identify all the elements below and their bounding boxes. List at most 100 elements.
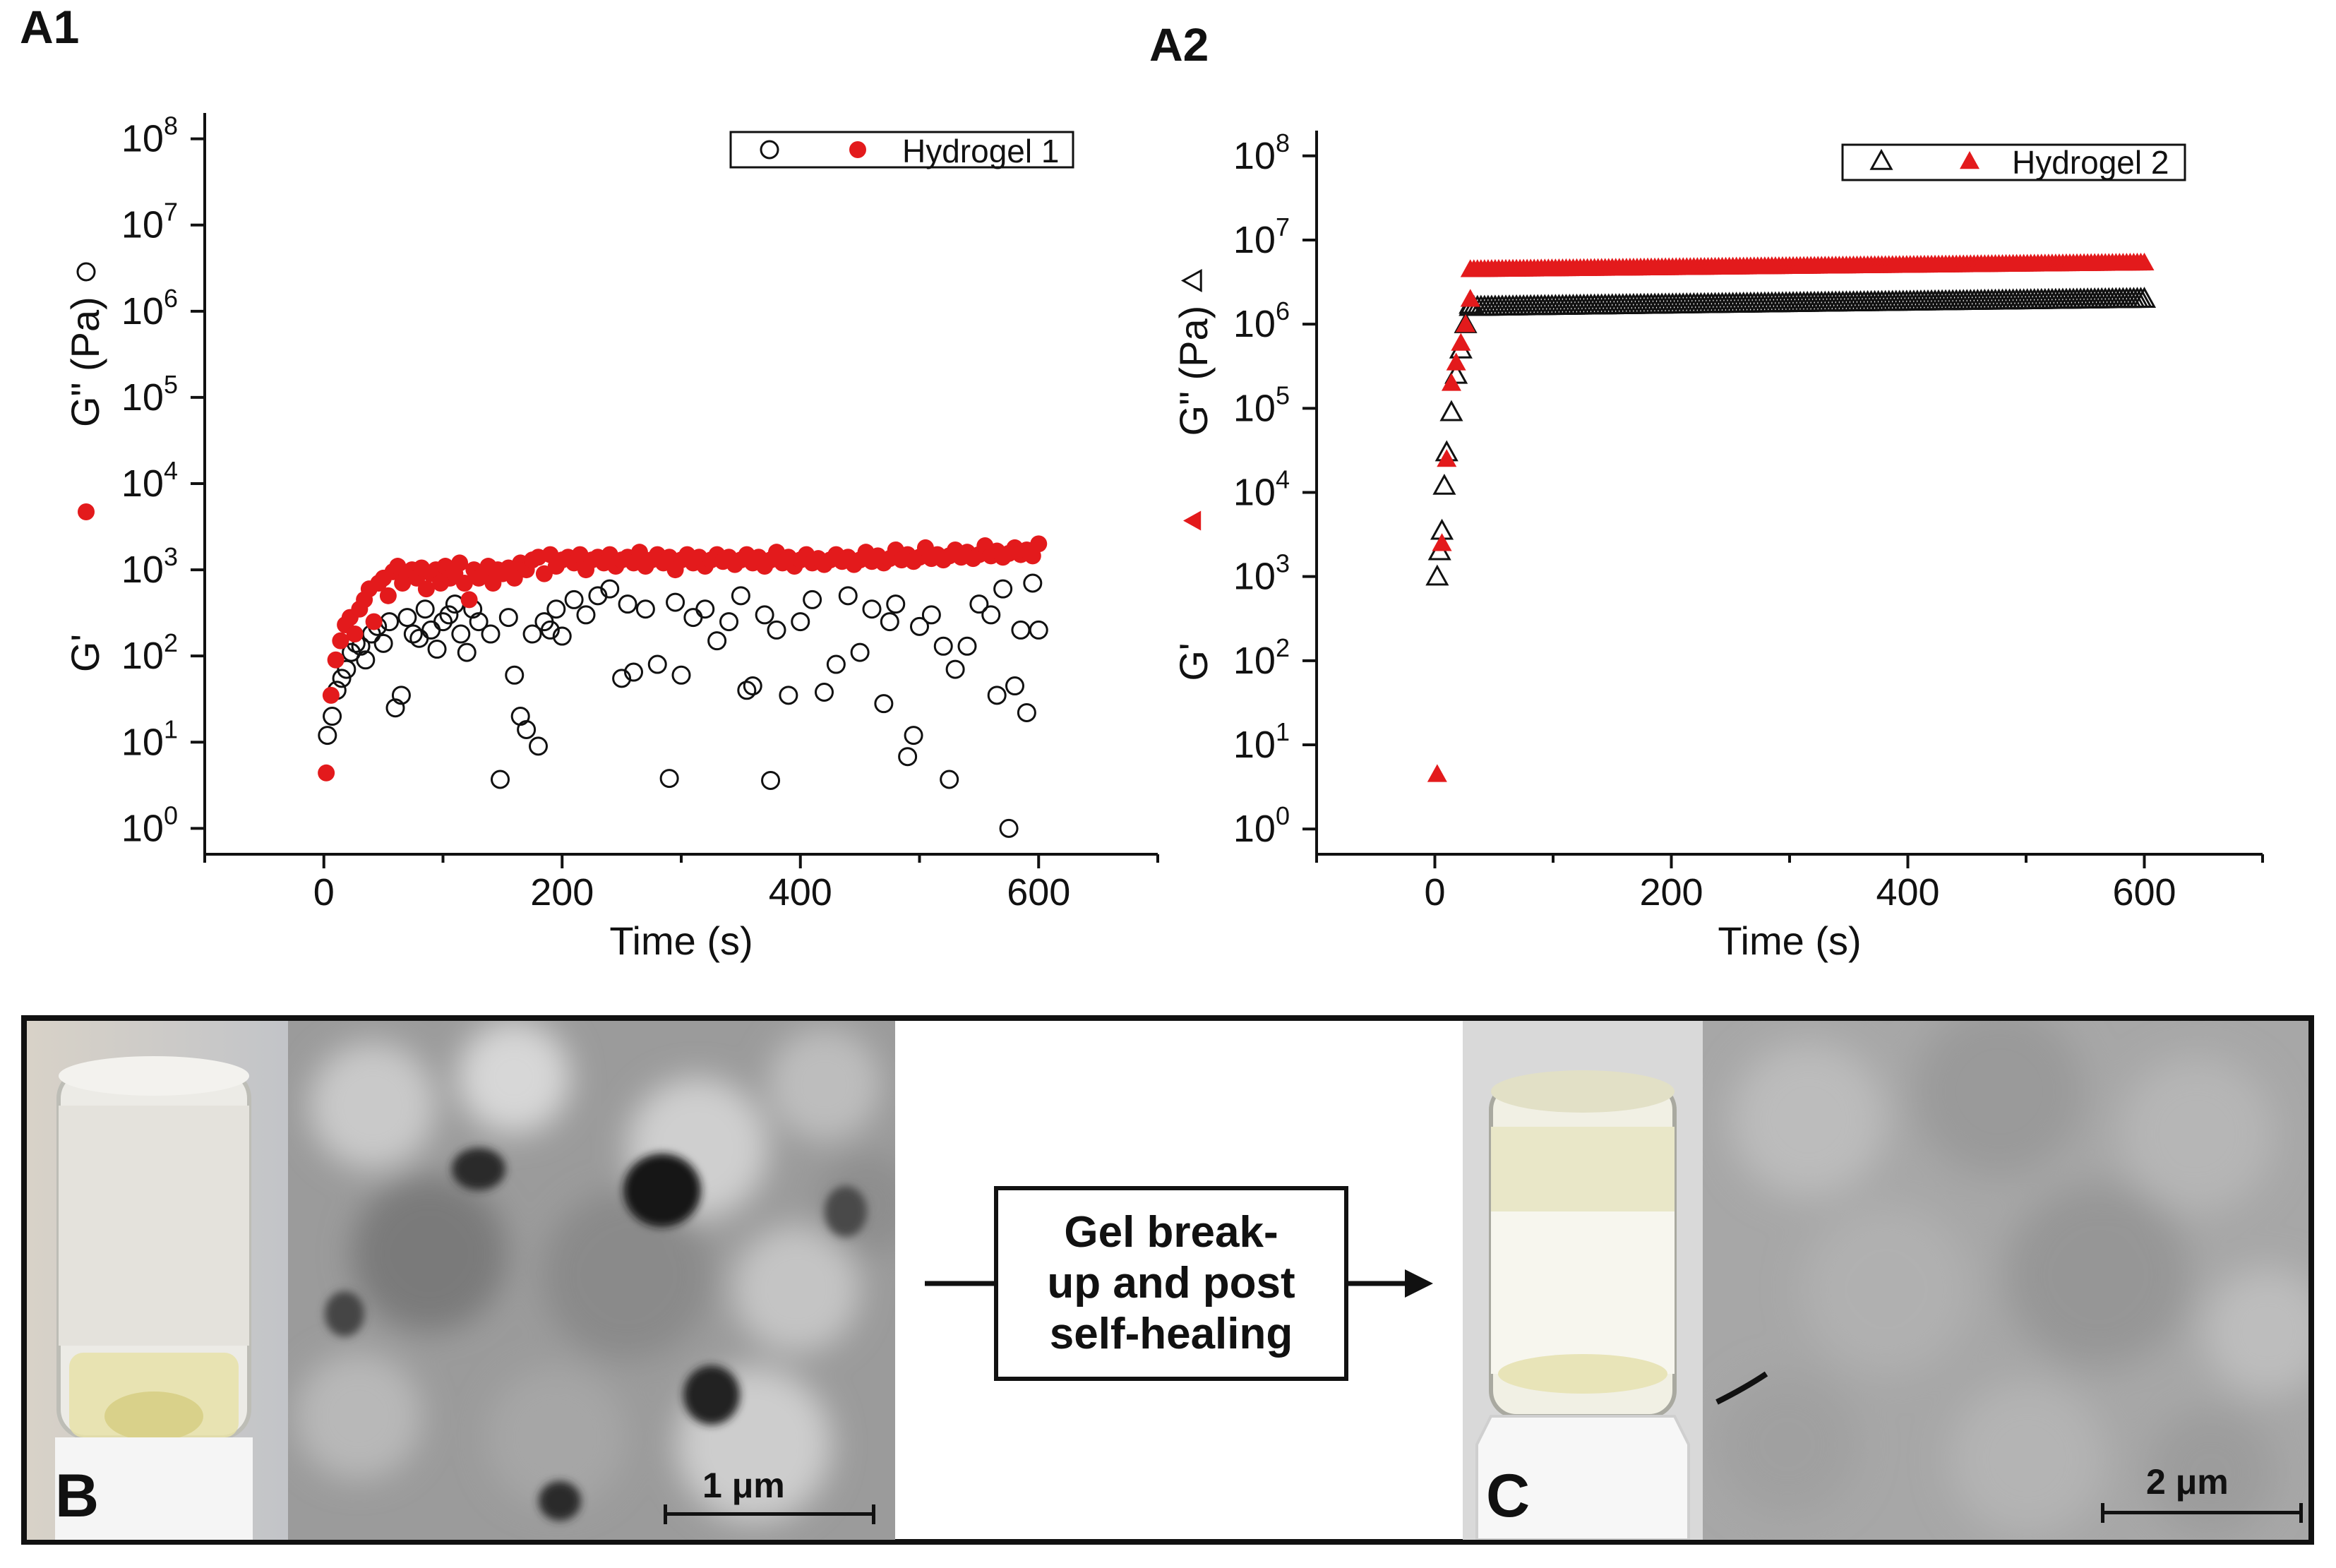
data-point-gdoubleprime (540, 620, 560, 640)
data-point-gprime (327, 651, 345, 669)
data-point-gdoubleprime (898, 747, 918, 767)
y-tick-label: 108 (1233, 128, 1290, 177)
y-tick-label: 101 (121, 714, 178, 763)
data-point-gdoubleprime (826, 654, 846, 674)
y-tick-label: 100 (121, 801, 178, 849)
process-line-2: up and post (1047, 1259, 1295, 1307)
data-point-gdoubleprime (2132, 287, 2157, 308)
data-point-gdoubleprime (612, 669, 632, 688)
data-point-gdoubleprime (755, 605, 774, 625)
data-point-gdoubleprime (391, 686, 411, 705)
photo-label-c: C (1486, 1462, 1531, 1530)
data-point-gdoubleprime (318, 726, 337, 746)
data-point-gdoubleprime (323, 707, 342, 726)
data-point-gdoubleprime (427, 640, 447, 659)
data-point-gdoubleprime (921, 605, 941, 625)
data-point-gdoubleprime (1432, 473, 1456, 495)
data-point-gprime (379, 587, 397, 604)
data-point-gprime (365, 613, 383, 630)
data-point-gprime (332, 632, 349, 650)
legend-marker-open (760, 140, 779, 160)
legend-box (1841, 143, 2186, 181)
y-tick-exponent: 6 (1276, 297, 1290, 325)
y-tick-label: 108 (121, 112, 178, 160)
y-tick-label: 102 (1233, 633, 1290, 682)
data-point-gdoubleprime (332, 669, 352, 688)
scale-bar-c (2101, 1503, 2303, 1523)
x-axis-title: Time (s) (609, 918, 753, 963)
data-point-gdoubleprime (624, 662, 643, 682)
data-point-gdoubleprime (767, 620, 786, 640)
data-point-gdoubleprime (671, 665, 691, 685)
data-point-gdoubleprime (666, 592, 685, 612)
panel-label-a2: A2 (1149, 18, 1209, 71)
y-axis-title-marker-gprime (78, 503, 95, 520)
y-tick-label: 103 (121, 542, 178, 591)
y-tick-exponent: 2 (164, 628, 178, 657)
data-point-gprime (1460, 289, 1480, 307)
legend: Hydrogel 1 (729, 131, 1074, 169)
data-point-gdoubleprime (1017, 702, 1036, 722)
panel-label-a1: A1 (20, 1, 80, 53)
x-tick-label: 0 (1424, 871, 1445, 914)
data-point-gdoubleprime (635, 599, 655, 619)
data-point-gdoubleprime (850, 642, 870, 662)
data-point-gprime (1427, 764, 1447, 782)
data-point-gdoubleprime (969, 594, 989, 614)
data-point-gdoubleprime (1029, 620, 1048, 640)
data-point-gdoubleprime (695, 599, 715, 619)
data-point-gprime (1456, 314, 1476, 333)
data-point-gdoubleprime (491, 770, 510, 789)
data-point-gdoubleprime (659, 769, 679, 789)
y-tick-label: 102 (121, 628, 178, 677)
data-point-gdoubleprime (647, 654, 667, 674)
y-tick-label: 104 (1233, 465, 1290, 514)
vial-photo-b (27, 1021, 288, 1540)
data-point-gdoubleprime (451, 624, 471, 644)
y-tick-exponent: 1 (164, 714, 178, 743)
data-point-gdoubleprime (433, 612, 453, 632)
data-point-gdoubleprime (910, 616, 929, 636)
data-point-gdoubleprime (683, 608, 703, 628)
data-point-gdoubleprime (874, 694, 894, 714)
data-point-gprime (1446, 352, 1466, 371)
y-tick-label: 103 (1233, 549, 1290, 598)
data-point-gdoubleprime (940, 770, 959, 789)
data-point-gdoubleprime (981, 605, 1001, 625)
y-tick-exponent: 0 (1276, 801, 1290, 830)
y-axis-title: G' G" (Pa) (1171, 268, 1216, 681)
y-tick-label: 107 (1233, 213, 1290, 261)
data-point-gprime (2134, 252, 2155, 271)
data-point-gdoubleprime (1023, 573, 1043, 593)
data-point-gdoubleprime (933, 636, 953, 656)
y-tick-exponent: 8 (164, 112, 178, 140)
x-tick-label: 600 (1007, 871, 1070, 914)
x-tick-label: 0 (313, 871, 335, 914)
data-point-gprime (318, 764, 335, 782)
legend-marker-filled (849, 141, 866, 158)
data-point-gprime (1030, 535, 1048, 553)
data-point-gdoubleprime (838, 586, 858, 606)
vial-photo-c (1463, 1021, 1703, 1540)
data-point-gprime (322, 686, 340, 704)
x-tick-label: 400 (769, 871, 832, 914)
data-point-gdoubleprime (546, 599, 566, 619)
y-axis-title-marker-gprime (1183, 510, 1202, 531)
process-line-1: Gel break- (1064, 1208, 1278, 1257)
data-point-gprime (1441, 373, 1461, 391)
y-axis-title-gdoubleprime: G" (Pa) (1171, 306, 1216, 436)
legend: Hydrogel 2 (1841, 143, 2186, 181)
y-tick-label: 106 (121, 284, 178, 333)
data-point-gdoubleprime (457, 642, 477, 662)
data-point-gdoubleprime (987, 686, 1007, 705)
y-tick-exponent: 5 (164, 370, 178, 399)
data-point-gdoubleprime (815, 682, 834, 702)
y-axis-title-gdoubleprime: G" (Pa) (63, 297, 107, 427)
y-axis-title: G' G" (Pa) (63, 262, 107, 672)
arrow-right-head (1405, 1269, 1433, 1298)
data-point-gdoubleprime (397, 608, 417, 628)
data-point-gdoubleprime (957, 636, 977, 656)
data-point-gdoubleprime (421, 620, 441, 640)
data-point-gprime (417, 580, 435, 598)
data-point-gprime (505, 569, 523, 587)
